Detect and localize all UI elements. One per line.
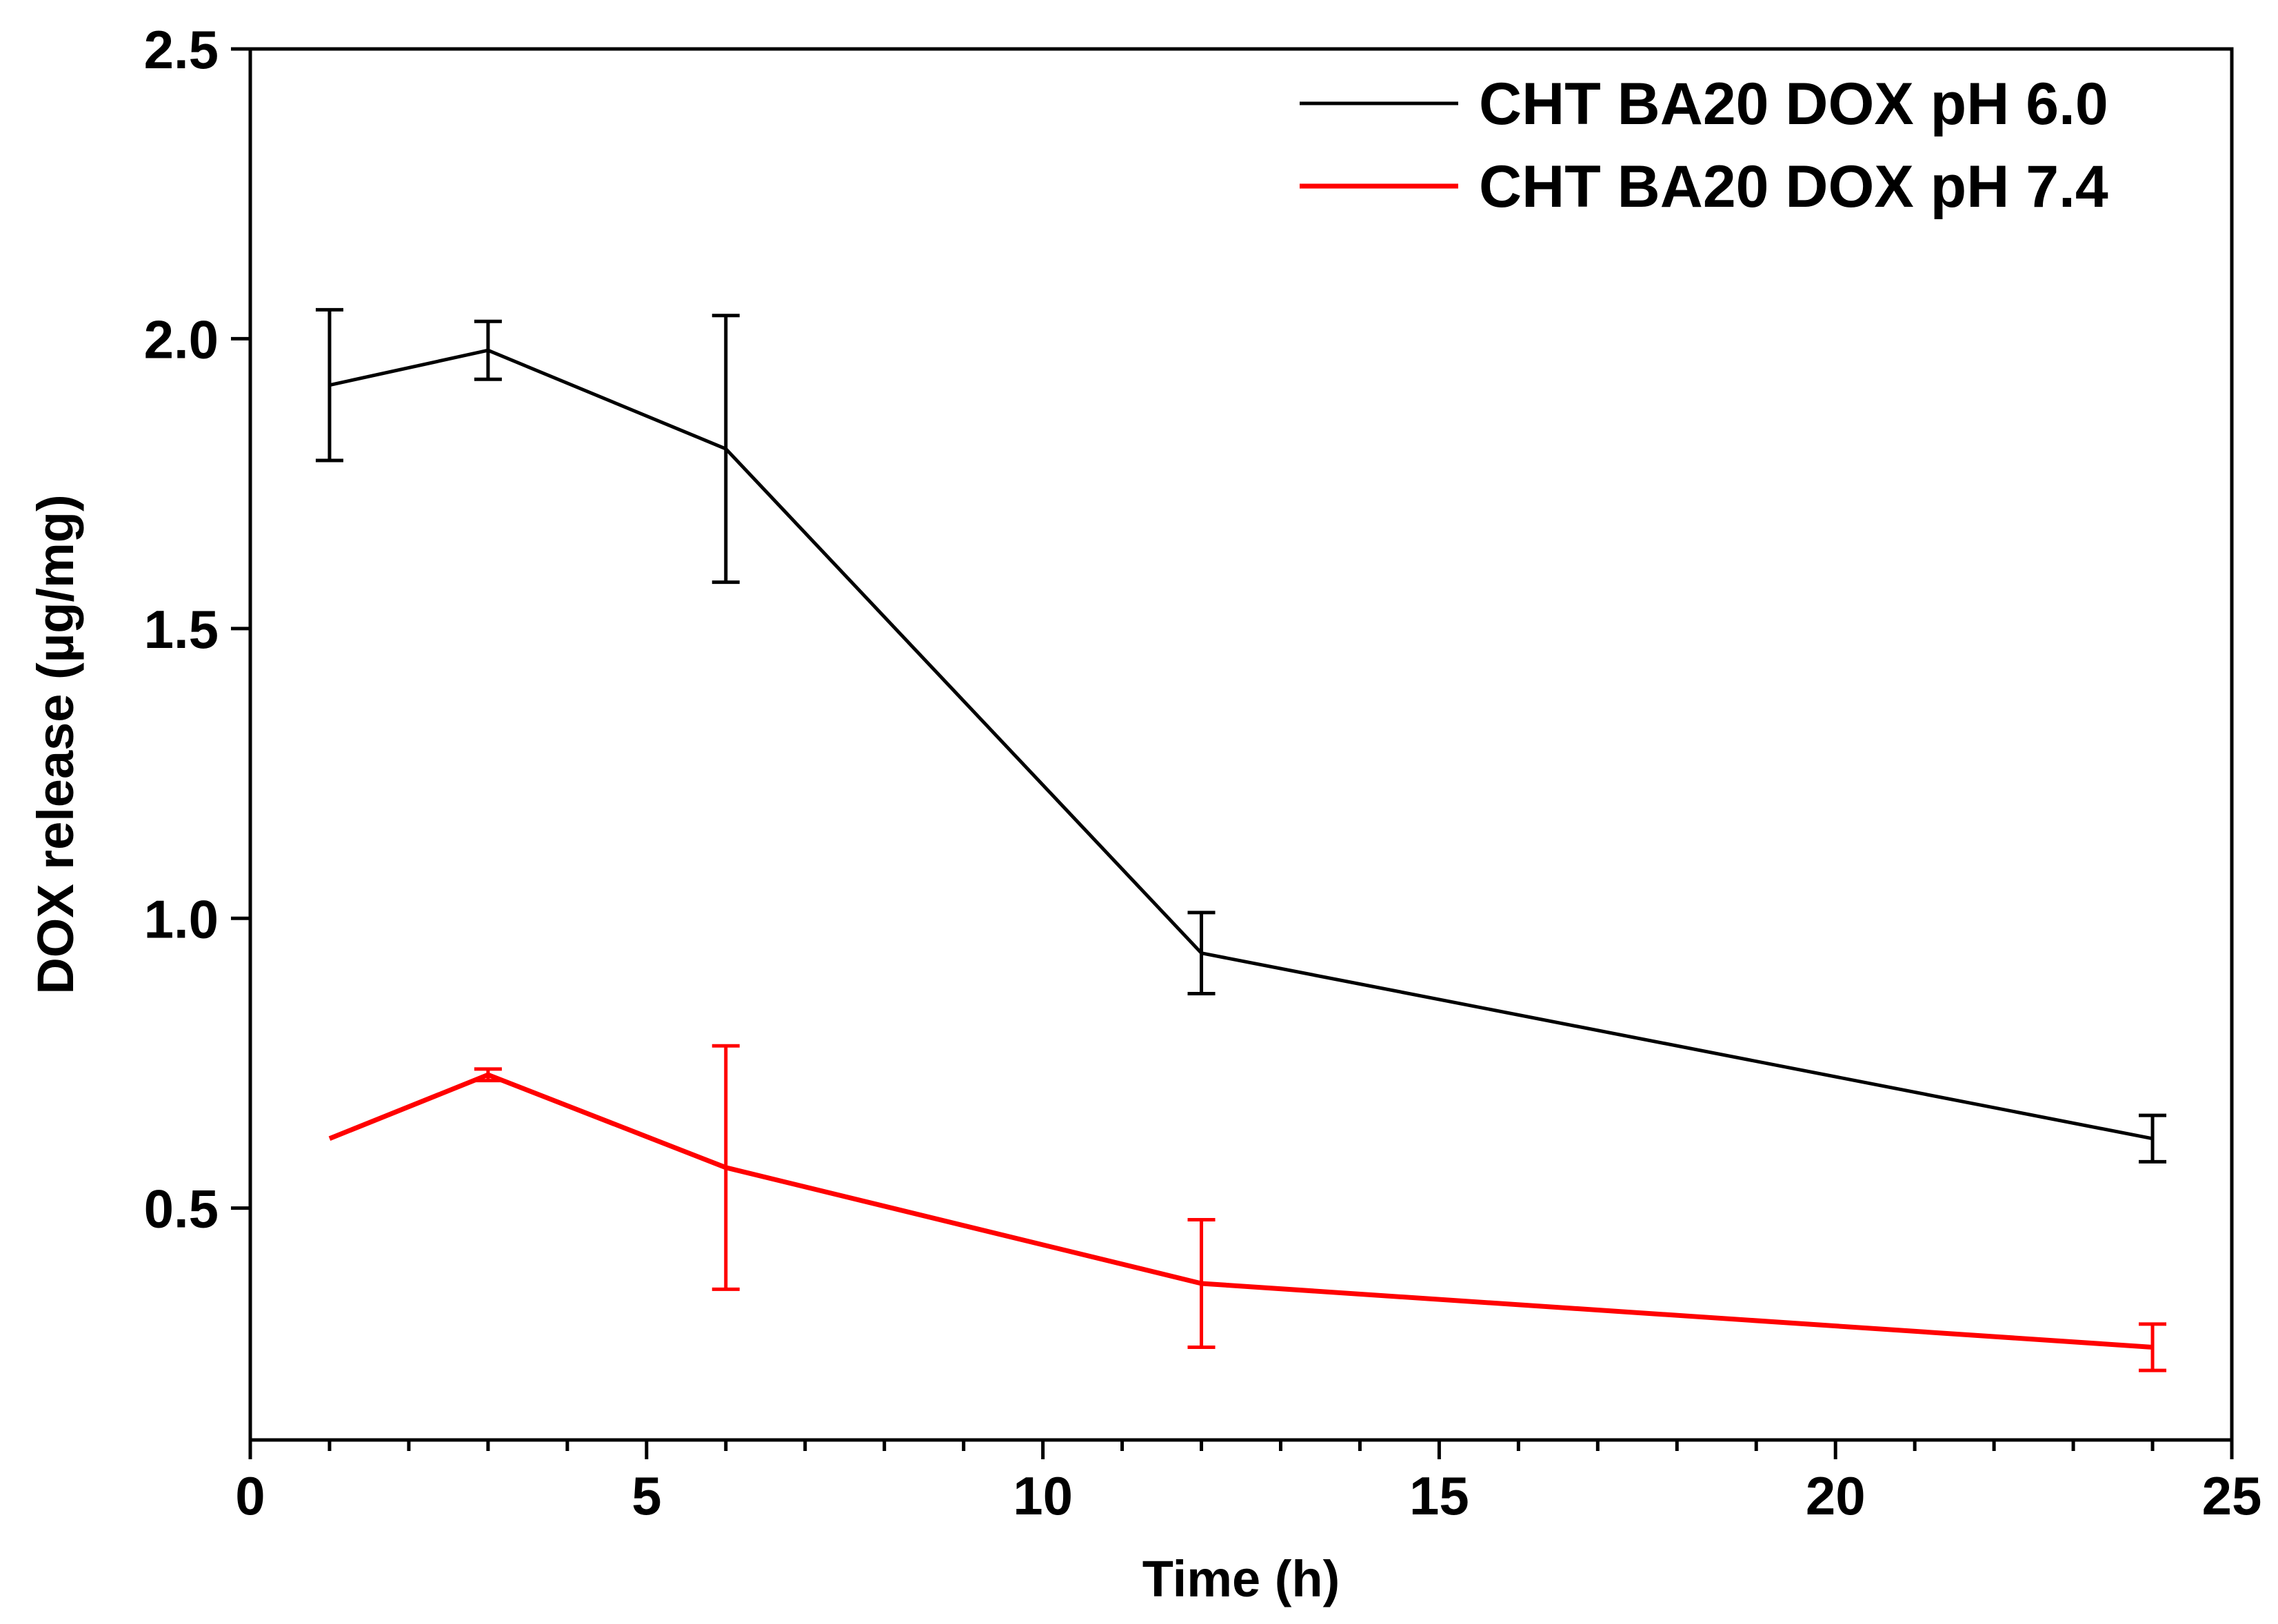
y-axis-title: DOX release (µg/mg) — [27, 494, 84, 994]
error-bar — [315, 307, 343, 463]
y-tick-labels: 0.5 1.0 1.5 2.0 2.5 — [144, 19, 219, 1239]
error-bar — [712, 314, 740, 585]
series-ph-6-0 — [315, 307, 2167, 1164]
x-tick-label: 20 — [1806, 1465, 1866, 1526]
y-tick-label: 1.5 — [144, 599, 219, 660]
series-layer — [315, 307, 2167, 1372]
error-bar — [474, 1067, 502, 1083]
x-tick-label: 5 — [632, 1465, 661, 1526]
error-bar — [712, 1044, 740, 1291]
error-bar — [474, 319, 502, 381]
major-ticks — [231, 47, 2234, 1459]
y-tick-label: 0.5 — [144, 1179, 219, 1239]
legend: CHT BA20 DOX pH 6.0 CHT BA20 DOX pH 7.4 — [1300, 71, 2108, 220]
x-tick-label: 0 — [235, 1465, 265, 1526]
minor-ticks — [327, 1440, 2155, 1451]
legend-label-ph-6-0: CHT BA20 DOX pH 6.0 — [1479, 71, 2108, 137]
x-tick-label: 15 — [1409, 1465, 1469, 1526]
error-bar — [1187, 911, 1216, 996]
x-tick-label: 25 — [2202, 1465, 2262, 1526]
y-tick-label: 2.5 — [144, 19, 219, 80]
x-axis-title: Time (h) — [1142, 1550, 1340, 1607]
error-bar — [2139, 1113, 2167, 1164]
y-tick-label: 1.0 — [144, 889, 219, 949]
error-bar — [2139, 1322, 2167, 1372]
y-tick-label: 2.0 — [144, 309, 219, 369]
legend-label-ph-7-4: CHT BA20 DOX pH 7.4 — [1479, 154, 2108, 220]
x-tick-labels: 0 5 10 15 20 25 — [235, 1465, 2261, 1526]
x-tick-label: 10 — [1013, 1465, 1073, 1526]
error-bar — [1187, 1217, 1216, 1349]
plot-frame — [248, 47, 2234, 1442]
series-ph-7-4 — [328, 1044, 2167, 1372]
